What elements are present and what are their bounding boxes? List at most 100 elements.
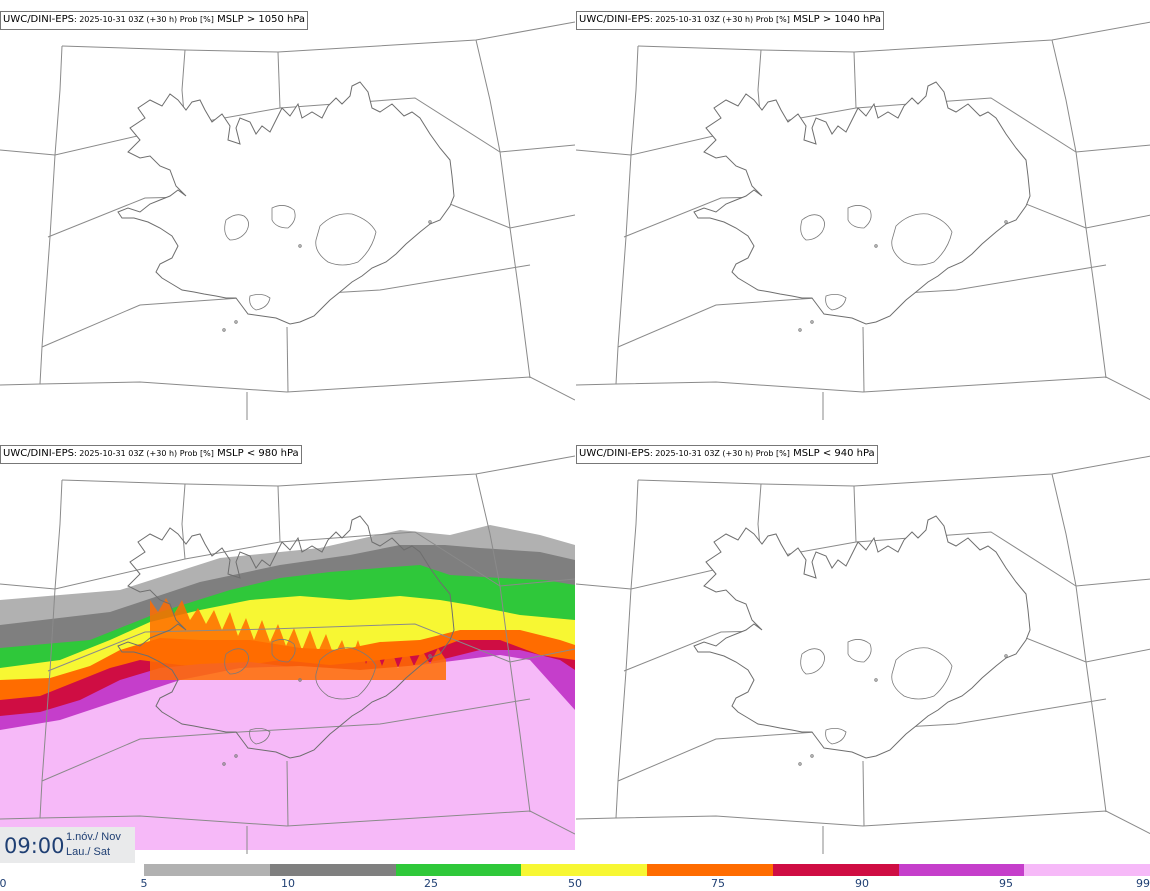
graticule-line <box>0 376 575 401</box>
graticule-line <box>47 623 575 672</box>
map-panel-mslp-lt-980: UWC/DINI-EPS: 2025-10-31 03Z (+30 h) Pro… <box>0 434 575 854</box>
map-panel-mslp-gt-1040: UWC/DINI-EPS: 2025-10-31 03Z (+30 h) Pro… <box>576 0 1150 433</box>
run-info: : 2025-10-31 03Z (+30 h) Prob [%] <box>73 15 214 24</box>
island-outline <box>234 320 238 324</box>
graticule-line <box>475 473 531 813</box>
colorbar-tick-label: 75 <box>711 877 725 890</box>
graticule-line <box>61 455 575 487</box>
panel-title: UWC/DINI-EPS: 2025-10-31 03Z (+30 h) Pro… <box>576 11 885 30</box>
run-info: : 2025-10-31 03Z (+30 h) Prob [%] <box>649 15 790 24</box>
graticule-line <box>576 376 1150 401</box>
colorbar-tick-label: 95 <box>999 877 1013 890</box>
model-name: UWC/DINI-EPS <box>579 14 650 25</box>
island-outline <box>428 654 432 658</box>
map-canvas <box>0 21 575 420</box>
graticule-line <box>39 479 63 819</box>
glacier-outline <box>315 213 377 266</box>
island-outline <box>798 762 802 766</box>
glacier-outline <box>315 647 377 700</box>
map-layer <box>0 21 575 420</box>
panel-title: UWC/DINI-EPS: 2025-10-31 03Z (+30 h) Pro… <box>0 445 302 464</box>
graticule-line <box>1051 39 1107 379</box>
island-outline <box>798 328 802 332</box>
graticule-line <box>1051 473 1107 813</box>
island-outline <box>222 328 226 332</box>
island-outline <box>234 754 238 758</box>
glacier-outline <box>847 205 872 229</box>
island-outline <box>874 678 878 682</box>
graticule-line <box>853 485 857 543</box>
panel-title: UWC/DINI-EPS: 2025-10-31 03Z (+30 h) Pro… <box>576 445 878 464</box>
valid-time: 09:00 <box>4 834 65 858</box>
glacier-outline <box>271 205 296 229</box>
glacier-outline <box>249 728 271 745</box>
model-name: UWC/DINI-EPS <box>3 448 74 459</box>
colorbar-swatches <box>144 864 1150 876</box>
glacier-outline <box>224 648 249 675</box>
graticule-line <box>286 326 289 393</box>
variable-name: MSLP < 980 hPa <box>217 448 299 459</box>
colorbar-tick-label: 25 <box>424 877 438 890</box>
island-outline <box>298 678 302 682</box>
colorbar-swatch <box>144 864 270 876</box>
map-canvas <box>576 21 1150 420</box>
colorbar-swatch <box>772 864 899 876</box>
probability-colorbar: 0 5 10 25 50 75 90 95 99 <box>0 863 1150 891</box>
variable-name: MSLP > 1050 hPa <box>217 14 306 25</box>
variable-name: MSLP < 940 hPa <box>793 448 875 459</box>
map-panel-mslp-lt-940: UWC/DINI-EPS: 2025-10-31 03Z (+30 h) Pro… <box>576 434 1150 854</box>
graticule-line <box>0 810 575 835</box>
graticule-line <box>286 760 289 827</box>
map-layer <box>576 21 1150 420</box>
graticule-line <box>277 51 281 109</box>
valid-date: 1.nóv./ Nov <box>66 831 121 843</box>
colorbar-swatch <box>647 864 773 876</box>
colorbar-swatch <box>521 864 647 876</box>
colorbar-tick-label: 5 <box>140 877 148 890</box>
graticule-line <box>853 51 857 109</box>
model-name: UWC/DINI-EPS <box>579 448 650 459</box>
glacier-outline <box>825 728 847 745</box>
run-info: : 2025-10-31 03Z (+30 h) Prob [%] <box>649 449 790 458</box>
run-info: : 2025-10-31 03Z (+30 h) Prob [%] <box>73 449 214 458</box>
map-layer <box>576 455 1150 854</box>
iceland-coastline <box>693 515 1031 759</box>
graticule-line <box>862 760 865 827</box>
colorbar-swatch <box>1024 864 1150 876</box>
graticule-line <box>61 21 575 53</box>
model-name: UWC/DINI-EPS <box>3 14 74 25</box>
colorbar-tick-label: 10 <box>281 877 295 890</box>
map-canvas <box>576 455 1150 854</box>
glacier-outline <box>271 639 296 663</box>
graticule-line <box>181 483 186 560</box>
variable-name: MSLP > 1040 hPa <box>793 14 882 25</box>
iceland-coastline <box>117 515 455 759</box>
island-outline <box>1004 654 1008 658</box>
island-outline <box>428 220 432 224</box>
island-outline <box>874 244 878 248</box>
graticule-line <box>862 326 865 393</box>
iceland-coastline <box>117 81 455 325</box>
graticule-line <box>41 698 531 782</box>
graticule-line <box>615 479 639 819</box>
glacier-outline <box>891 647 953 700</box>
graticule-line <box>39 45 63 385</box>
island-outline <box>810 320 814 324</box>
colorbar-swatch <box>898 864 1025 876</box>
glacier-outline <box>847 639 872 663</box>
glacier-outline <box>800 214 825 241</box>
colorbar-swatch <box>269 864 396 876</box>
valid-weekday: Lau./ Sat <box>66 846 111 858</box>
island-outline <box>1004 220 1008 224</box>
colorbar-tick-label: 99 <box>1136 877 1150 890</box>
island-outline <box>222 762 226 766</box>
map-canvas <box>0 455 575 854</box>
valid-time-box: 09:00 1.nóv./ Nov Lau./ Sat <box>0 827 135 863</box>
island-outline <box>810 754 814 758</box>
graticule-line <box>576 810 1150 835</box>
graticule-line <box>637 455 1150 487</box>
graticule-line <box>615 45 639 385</box>
iceland-coastline <box>693 81 1031 325</box>
graticule-line <box>277 485 281 543</box>
colorbar-tick-label: 0 <box>0 877 7 890</box>
